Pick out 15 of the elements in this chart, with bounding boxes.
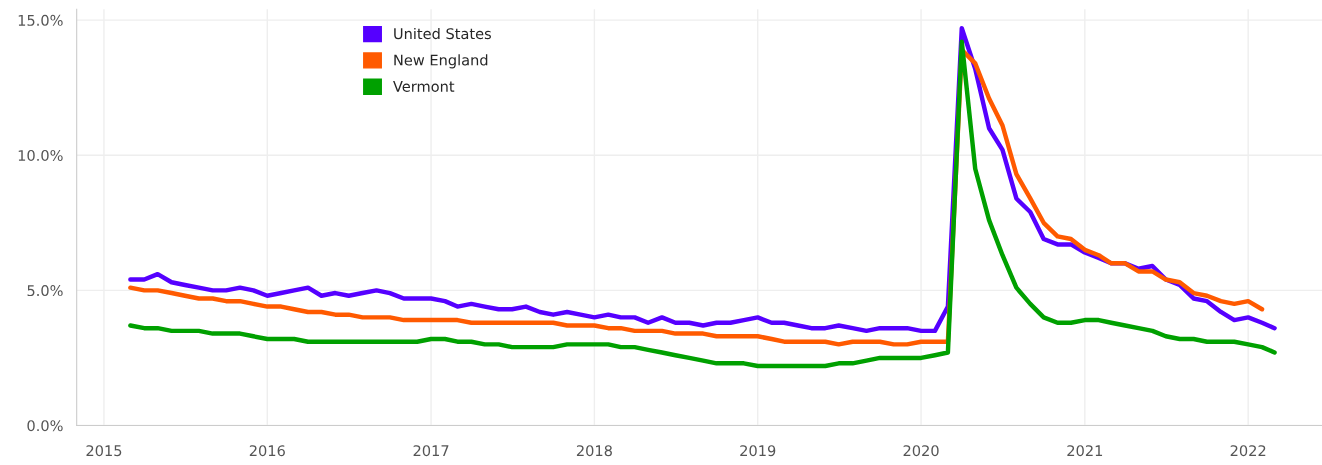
- x-tick-label: 2022: [1230, 445, 1266, 457]
- x-tick-label: 2020: [903, 445, 939, 457]
- y-tick-label: 15.0%: [18, 14, 63, 26]
- x-tick-label: 2021: [1067, 445, 1103, 457]
- x-tick-label: 2018: [576, 445, 612, 457]
- x-tick-label: 2016: [249, 445, 285, 457]
- legend-label: Vermont: [393, 81, 455, 92]
- legend-label: New England: [394, 54, 488, 69]
- x-tick-label: 2015: [86, 445, 122, 457]
- y-tick-label: 0.0%: [27, 420, 63, 432]
- x-tick-label: 2017: [413, 445, 449, 457]
- x-tick-label: 2019: [740, 445, 776, 457]
- y-tick-label: 5.0%: [27, 285, 63, 297]
- y-tick-label: 10.0%: [18, 149, 63, 161]
- legend-label: United States: [394, 27, 491, 40]
